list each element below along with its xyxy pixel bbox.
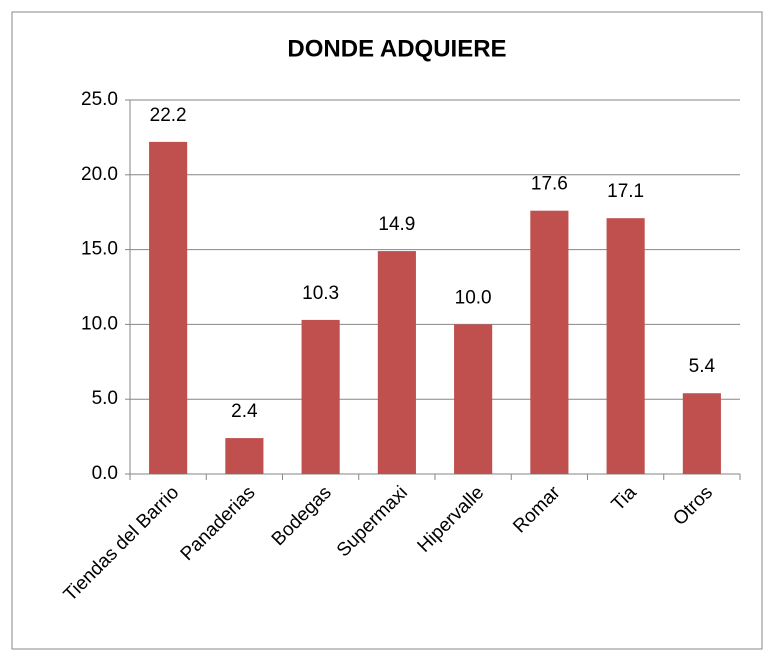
bar	[530, 210, 569, 475]
bar	[682, 393, 721, 474]
bar	[377, 251, 416, 474]
bar	[606, 218, 645, 474]
y-tick-label: 0.0	[92, 463, 118, 484]
y-tick-label: 20.0	[81, 164, 118, 185]
data-label: 5.4	[689, 356, 716, 377]
bar	[301, 319, 340, 474]
bar	[454, 324, 493, 474]
data-label: 14.9	[378, 214, 415, 235]
chart-title: DONDE ADQUIERE	[287, 35, 506, 62]
y-tick-label: 5.0	[92, 388, 118, 409]
bar	[149, 141, 188, 474]
data-label: 22.2	[150, 105, 187, 126]
y-tick-label: 10.0	[81, 313, 118, 334]
bar	[225, 438, 264, 474]
data-label: 10.0	[455, 287, 492, 308]
data-label: 10.3	[302, 283, 339, 304]
y-tick-label: 15.0	[81, 239, 118, 260]
data-label: 17.6	[531, 174, 568, 195]
y-tick-label: 25.0	[81, 89, 118, 110]
data-label: 17.1	[607, 181, 644, 202]
data-label: 2.4	[231, 401, 258, 422]
